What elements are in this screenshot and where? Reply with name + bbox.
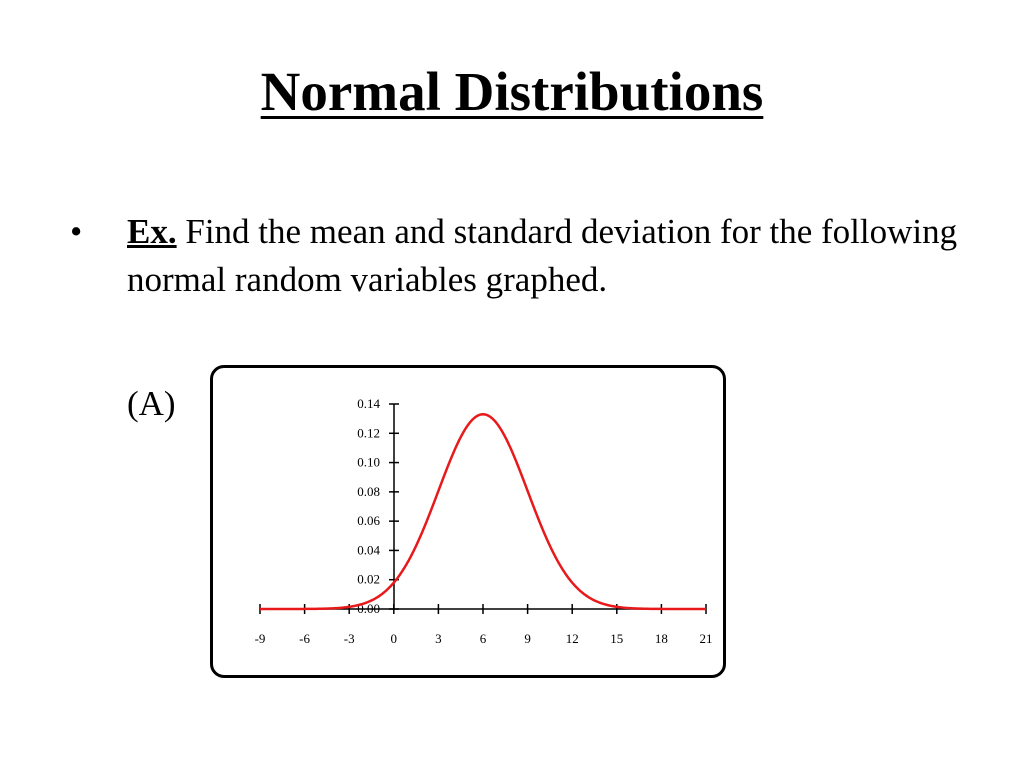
chart-frame bbox=[210, 365, 726, 678]
bullet-dot: • bbox=[70, 212, 83, 251]
bullet-item: • Ex. Find the mean and standard deviati… bbox=[70, 208, 990, 304]
question-text: Find the mean and standard deviation for… bbox=[127, 212, 958, 299]
slide-title: Normal Distributions bbox=[260, 61, 764, 122]
bullet-text-block: Ex. Find the mean and standard deviation… bbox=[127, 208, 990, 304]
ex-label: Ex. bbox=[127, 212, 177, 251]
part-label: (A) bbox=[127, 384, 176, 423]
